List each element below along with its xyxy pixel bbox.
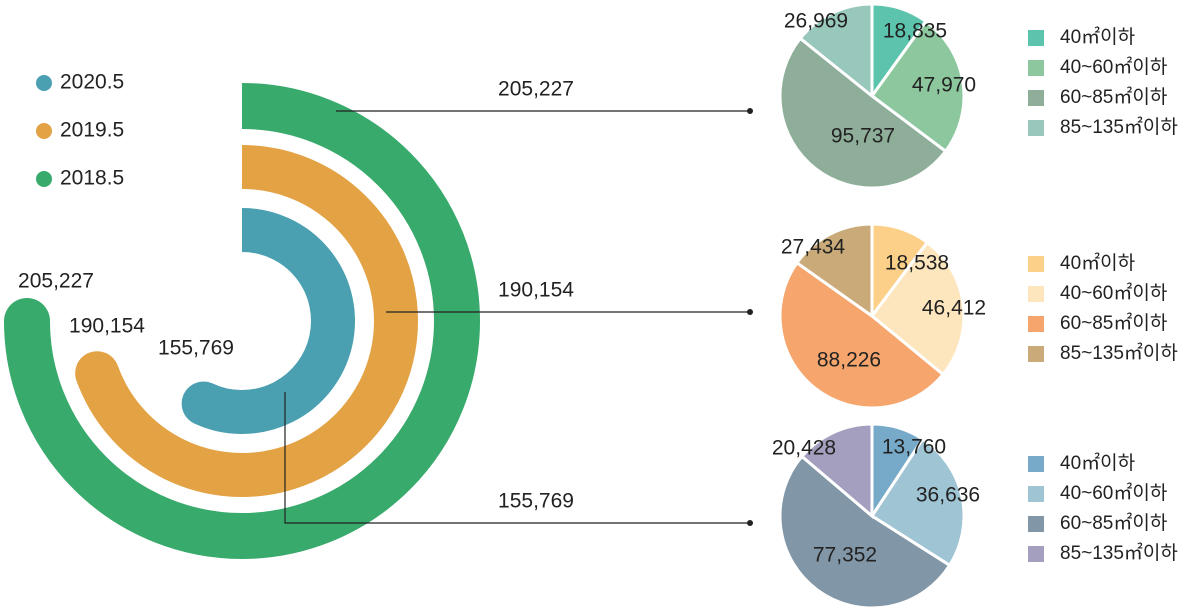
legend-dot-2018.5 — [36, 171, 52, 187]
pie-0-legend-label-1: 40~60㎡이하 — [1060, 55, 1167, 78]
pie-0-slice-1 — [869, 19, 966, 154]
pie-1-legend-swatch-0 — [1028, 256, 1044, 272]
connector-dot-0 — [747, 108, 753, 114]
connector-total-label-1: 190,154 — [498, 279, 574, 302]
pie-1-value-label-1: 46,412 — [922, 297, 986, 320]
pie-1-value-label-2: 88,226 — [817, 349, 881, 372]
legend-dot-2020.5 — [36, 75, 52, 91]
pie-0-legend-swatch-3 — [1028, 120, 1044, 136]
pie-2-value-label-1: 36,636 — [916, 484, 980, 507]
connector-line-2 — [284, 392, 750, 524]
radial-bar-2019.5 — [76, 145, 418, 497]
pie-1-slice-3 — [794, 222, 874, 319]
pie-2-legend-label-3: 85~135㎡이하 — [1060, 541, 1178, 564]
legend-label-2019.5: 2019.5 — [60, 119, 124, 142]
pie-2-value-label-3: 20,428 — [772, 437, 836, 460]
connector-total-label-0: 205,227 — [498, 78, 574, 101]
pie-2-slice-3 — [799, 422, 874, 520]
radial-value-label-2018.5: 205,227 — [18, 270, 94, 293]
pie-0-value-label-3: 26,969 — [784, 10, 848, 33]
pie-0-value-label-0: 18,835 — [883, 20, 947, 43]
pie-1-legend-label-3: 85~135㎡이하 — [1060, 341, 1178, 364]
pie-2-slice-1 — [869, 437, 966, 568]
pie-2-value-label-0: 13,760 — [882, 436, 946, 459]
pie-2-legend-swatch-1 — [1028, 486, 1044, 502]
pie-1-legend-label-0: 40㎡이하 — [1060, 251, 1135, 274]
pie-1-legend-label-1: 40~60㎡이하 — [1060, 281, 1167, 304]
pie-0-value-label-1: 47,970 — [912, 74, 976, 97]
radial-bar-end-2018.5 — [4, 298, 50, 344]
connector-dot-2 — [747, 520, 753, 526]
pie-0-slice-2 — [778, 36, 948, 190]
pie-1-legend-swatch-1 — [1028, 286, 1044, 302]
pie-0-legend-swatch-1 — [1028, 60, 1044, 76]
pie-2-legend-label-1: 40~60㎡이하 — [1060, 481, 1167, 504]
pie-2-legend-label-0: 40㎡이하 — [1060, 451, 1135, 474]
radial-bar-end-2019.5 — [75, 351, 120, 396]
pie-1-value-label-0: 18,538 — [885, 252, 949, 275]
pie-0-legend-label-3: 85~135㎡이하 — [1060, 115, 1178, 138]
legend-label-2018.5: 2018.5 — [60, 167, 124, 190]
legend-label-2020.5: 2020.5 — [60, 71, 124, 94]
pie-2-legend-swatch-3 — [1028, 546, 1044, 562]
pie-2-legend-swatch-0 — [1028, 456, 1044, 472]
pie-1-legend-swatch-2 — [1028, 316, 1044, 332]
pie-0-legend-label-2: 60~85㎡이하 — [1060, 85, 1167, 108]
radial-value-label-2019.5: 190,154 — [69, 315, 145, 338]
pie-0-legend-swatch-2 — [1028, 90, 1044, 106]
pie-0-legend-label-0: 40㎡이하 — [1060, 25, 1135, 48]
radial-bar-end-2020.5 — [181, 381, 226, 426]
pie-0-value-label-2: 95,737 — [831, 125, 895, 148]
pie-2-value-label-2: 77,352 — [813, 544, 877, 567]
legend-dot-2019.5 — [36, 123, 52, 139]
pie-2-legend-swatch-2 — [1028, 516, 1044, 532]
connector-dot-1 — [747, 309, 753, 315]
radial-bar-2018.5 — [4, 83, 480, 559]
pie-1-legend-swatch-3 — [1028, 346, 1044, 362]
pie-2-slice-2 — [778, 454, 952, 610]
radial-value-label-2020.5: 155,769 — [158, 337, 234, 360]
radial-bar-2020.5 — [194, 208, 355, 434]
pie-1-legend-label-2: 60~85㎡이하 — [1060, 311, 1167, 334]
pie-0-legend-swatch-0 — [1028, 30, 1044, 46]
pie-0-slice-3 — [798, 2, 874, 100]
pie-1-slice-2 — [778, 260, 946, 410]
pie-2-legend-label-2: 60~85㎡이하 — [1060, 511, 1167, 534]
pie-1-value-label-3: 27,434 — [781, 236, 846, 259]
connector-total-label-2: 155,769 — [498, 490, 574, 513]
pie-1-slice-1 — [869, 240, 966, 377]
